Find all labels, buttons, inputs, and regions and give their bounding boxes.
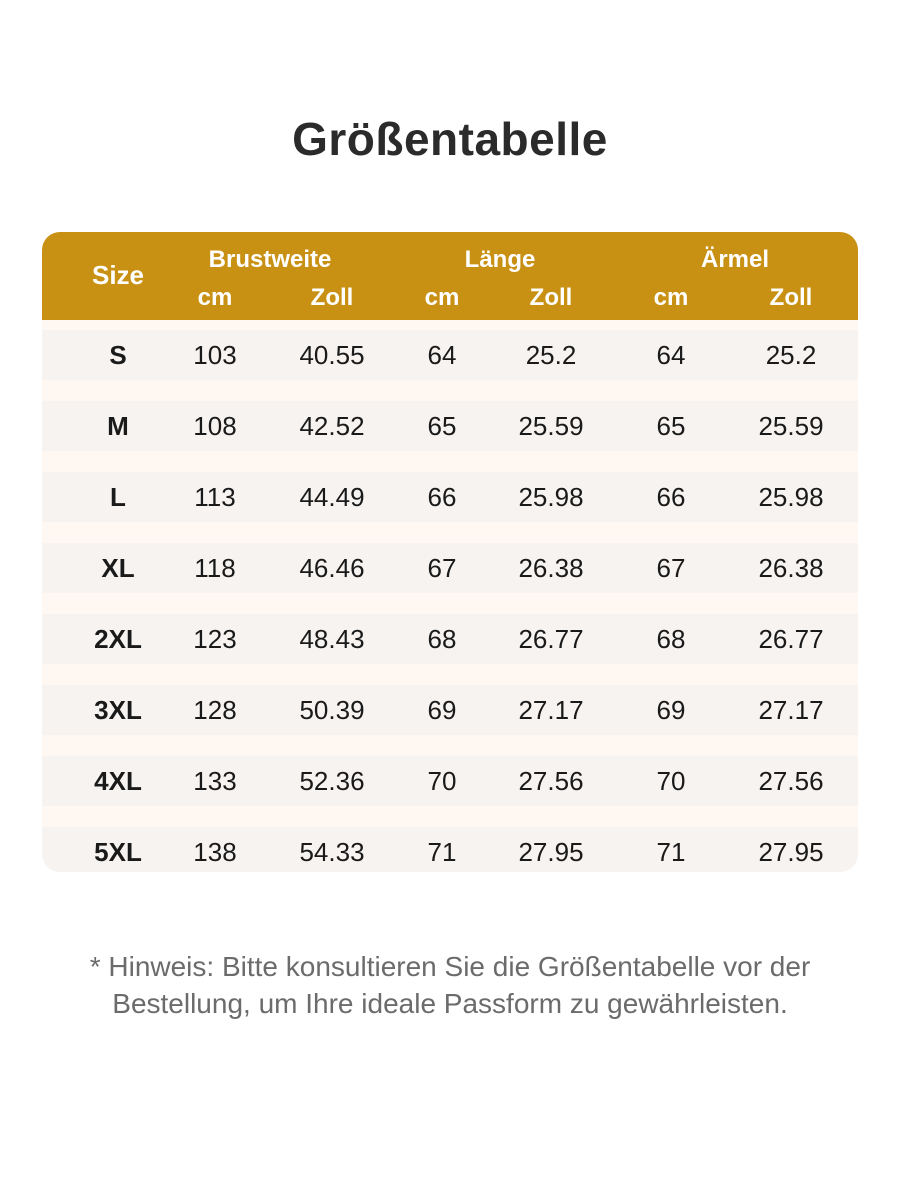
- value-cell: 54.33: [299, 837, 365, 867]
- value-cell: 40.55: [299, 340, 365, 370]
- value-cell: 26.38: [758, 553, 824, 583]
- value-cell: 64: [656, 340, 686, 370]
- value-cell: 123: [193, 624, 237, 654]
- value-cell: 25.59: [758, 411, 824, 441]
- header-unit: Zoll: [769, 284, 813, 311]
- value-cell: 44.49: [299, 482, 365, 512]
- value-cell: 64: [427, 340, 457, 370]
- value-cell: 42.52: [299, 411, 365, 441]
- size-cell: M: [107, 411, 129, 441]
- value-cell: 65: [656, 411, 686, 441]
- size-cell: 3XL: [94, 695, 142, 725]
- page-title: Größentabelle: [292, 113, 608, 165]
- value-cell: 71: [656, 837, 686, 867]
- value-cell: 69: [656, 695, 686, 725]
- value-cell: 27.95: [518, 837, 584, 867]
- value-cell: 66: [656, 482, 686, 512]
- size-cell: 5XL: [94, 837, 142, 867]
- size-cell: S: [109, 340, 127, 370]
- value-cell: 27.17: [518, 695, 584, 725]
- table-row: 3XL 128 50.39 69 27.17 69 27.17: [42, 685, 858, 735]
- table-header: Size Brustweite Länge Ärmel cm Zoll cm Z…: [42, 232, 858, 320]
- hint-line-1: * Hinweis: Bitte konsultieren Sie die Gr…: [89, 951, 811, 982]
- value-cell: 27.95: [758, 837, 824, 867]
- table-row: 5XL 138 54.33 71 27.95 71 27.95: [42, 827, 858, 872]
- value-cell: 69: [427, 695, 457, 725]
- size-cell: XL: [101, 553, 135, 583]
- value-cell: 68: [427, 624, 457, 654]
- size-cell: L: [110, 482, 126, 512]
- value-cell: 27.56: [758, 766, 824, 796]
- value-cell: 70: [427, 766, 457, 796]
- value-cell: 26.38: [518, 553, 584, 583]
- value-cell: 27.56: [518, 766, 584, 796]
- header-unit: Zoll: [529, 284, 573, 311]
- value-cell: 26.77: [518, 624, 584, 654]
- hint-note: * Hinweis: Bitte konsultieren Sie die Gr…: [0, 948, 900, 1022]
- value-cell: 25.59: [518, 411, 584, 441]
- hint-line-2: Bestellung, um Ihre ideale Passform zu g…: [112, 988, 788, 1019]
- value-cell: 70: [656, 766, 686, 796]
- value-cell: 46.46: [299, 553, 365, 583]
- value-cell: 26.77: [758, 624, 824, 654]
- value-cell: 50.39: [299, 695, 365, 725]
- value-cell: 133: [193, 766, 237, 796]
- table-row: S 103 40.55 64 25.2 64 25.2: [42, 330, 858, 380]
- header-unit: cm: [424, 284, 460, 311]
- header-group-laenge: Länge: [464, 246, 536, 273]
- table-row: M 108 42.52 65 25.59 65 25.59: [42, 401, 858, 451]
- header-unit: cm: [653, 284, 689, 311]
- value-cell: 68: [656, 624, 686, 654]
- header-unit: cm: [197, 284, 233, 311]
- value-cell: 27.17: [758, 695, 824, 725]
- value-cell: 113: [194, 482, 236, 512]
- value-cell: 65: [427, 411, 457, 441]
- table-row: 2XL 123 48.43 68 26.77 68 26.77: [42, 614, 858, 664]
- header-group-aermel: Ärmel: [700, 246, 770, 273]
- value-cell: 66: [427, 482, 457, 512]
- value-cell: 128: [193, 695, 237, 725]
- header-size: Size: [91, 260, 145, 290]
- value-cell: 52.36: [299, 766, 365, 796]
- size-cell: 4XL: [94, 766, 142, 796]
- value-cell: 67: [427, 553, 457, 583]
- value-cell: 71: [427, 837, 457, 867]
- size-cell: 2XL: [94, 624, 142, 654]
- value-cell: 48.43: [299, 624, 365, 654]
- value-cell: 108: [193, 411, 237, 441]
- value-cell: 25.2: [765, 340, 817, 370]
- value-cell: 25.98: [518, 482, 584, 512]
- value-cell: 103: [193, 340, 237, 370]
- value-cell: 138: [193, 837, 237, 867]
- value-cell: 25.2: [525, 340, 577, 370]
- value-cell: 67: [656, 553, 686, 583]
- table-row: L 113 44.49 66 25.98 66 25.98: [42, 472, 858, 522]
- table-row: 4XL 133 52.36 70 27.56 70 27.56: [42, 756, 858, 806]
- header-group-brustweite: Brustweite: [208, 246, 332, 273]
- size-chart-table: Size Brustweite Länge Ärmel cm Zoll cm Z…: [42, 232, 858, 872]
- value-cell: 118: [194, 553, 236, 583]
- value-cell: 25.98: [758, 482, 824, 512]
- table-row: XL 118 46.46 67 26.38 67 26.38: [42, 543, 858, 593]
- header-unit: Zoll: [310, 284, 354, 311]
